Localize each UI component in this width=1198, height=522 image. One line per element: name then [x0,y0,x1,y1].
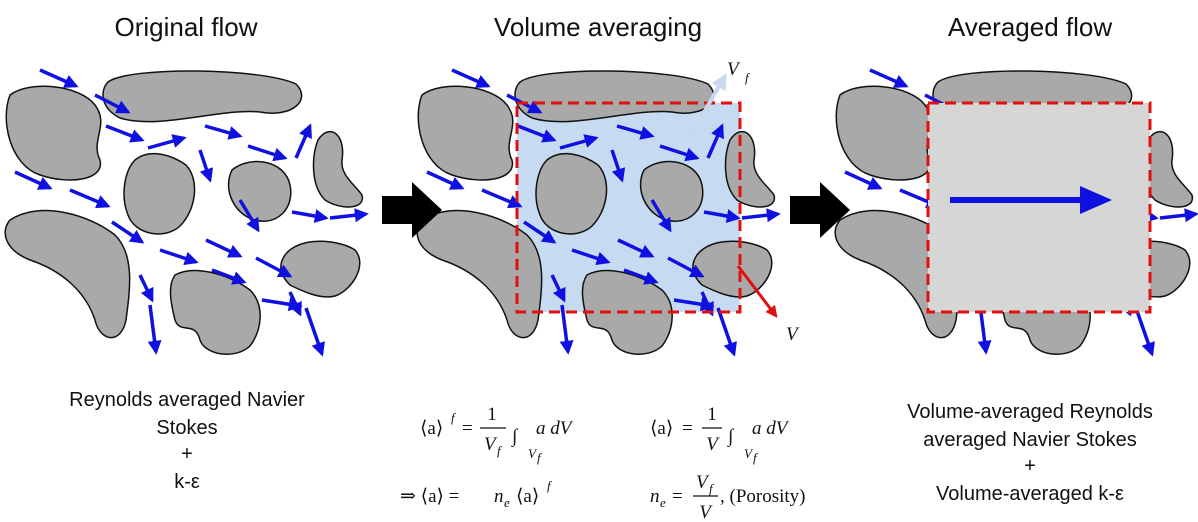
caption: Volume-averaged k-ε [936,483,1124,505]
averaged-flow [834,70,1196,354]
math-sub: f [709,481,715,496]
volume-label: V [786,324,800,345]
math-sub: e [660,495,666,510]
math: = [462,418,473,439]
math: , (Porosity) [720,486,806,507]
panel-title: Averaged flow [948,12,1113,42]
volume-averaging: V f V [416,59,800,354]
math-sub: f [753,450,759,465]
math-sub: e [504,495,510,510]
math-sub: V [744,446,754,461]
math-sub: V [528,446,538,461]
math: 1 [707,404,717,425]
volume-arrow [736,265,778,318]
math: V [484,434,498,455]
mean-flow-head [1080,186,1112,214]
step-arrow [790,182,850,238]
math: ∫ [511,426,519,448]
math: ⇒ ⟨a⟩ = [400,486,459,507]
math: ⟨a⟩ [516,486,539,507]
caption: + [1024,455,1036,477]
step-arrow [382,182,442,238]
math: V [696,472,710,493]
caption: + [181,443,193,465]
math: = [682,418,693,439]
math: = [672,486,683,507]
caption: Stokes [156,417,217,439]
math: a dV [752,418,790,439]
dashed-box [515,101,742,314]
fluid-volume-label: V [727,59,741,80]
fluid-volume-sub: f [745,70,751,85]
math: ∫ [727,426,735,448]
math: n [650,486,660,507]
panel-title: Volume averaging [494,12,702,42]
math: n [494,486,504,507]
math-sup: f [451,410,457,425]
caption: k-ε [174,471,200,493]
math-sup: f [547,478,553,493]
math: ⟨a⟩ [650,418,673,439]
equation: ⟨a⟩ f = 1 V f ∫ V f a dV [420,404,574,465]
math: V [699,502,713,522]
original-flow [4,70,366,354]
caption: Volume-averaged Reynolds [907,401,1153,423]
equation: ⟨a⟩ = 1 V ∫ V f a dV [650,404,790,465]
math: V [706,434,720,455]
math-sub: f [537,450,543,465]
fluid-volume-arrow [686,73,727,142]
equation: n e = V f V , (Porosity) [650,472,806,522]
equation: ⇒ ⟨a⟩ = n e ⟨a⟩ f [400,478,553,510]
math: 1 [487,404,497,425]
caption: Reynolds averaged Navier [69,389,305,411]
math: a dV [536,418,574,439]
caption: averaged Navier Stokes [923,429,1136,451]
panel-title: Original flow [114,12,257,42]
math: ⟨a⟩ [420,418,443,439]
averaged-box [926,101,1152,314]
math-sub: f [497,443,503,458]
